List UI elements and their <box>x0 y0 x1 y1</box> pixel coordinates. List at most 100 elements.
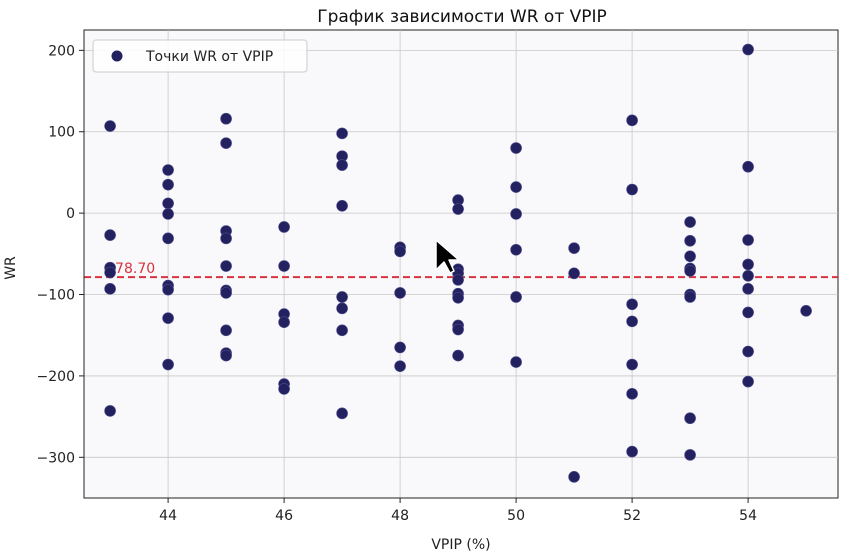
data-point <box>162 208 174 220</box>
data-point <box>220 260 232 272</box>
data-point <box>220 232 232 245</box>
data-point <box>742 43 754 56</box>
legend-marker <box>111 50 123 62</box>
data-point <box>336 291 348 303</box>
y-tick-label: −200 <box>37 369 75 385</box>
data-point <box>452 291 464 304</box>
data-point <box>162 232 174 245</box>
data-point <box>104 405 116 417</box>
data-point <box>568 471 580 483</box>
data-point <box>336 127 348 140</box>
y-tick-label: 100 <box>48 125 75 141</box>
data-point <box>104 120 116 132</box>
data-point <box>510 181 522 193</box>
data-point <box>684 412 696 425</box>
data-point <box>162 283 174 296</box>
data-point <box>626 388 638 400</box>
data-point <box>568 242 580 254</box>
data-point <box>162 178 174 191</box>
data-point <box>626 445 638 458</box>
data-point <box>162 312 174 324</box>
x-tick-label: 50 <box>507 508 525 524</box>
data-point <box>104 229 116 241</box>
data-point <box>684 235 696 247</box>
data-point <box>626 114 638 127</box>
data-point <box>510 291 522 303</box>
data-point <box>452 274 464 286</box>
data-point <box>452 349 464 362</box>
data-points <box>104 43 812 483</box>
y-tick-label: −300 <box>37 450 75 466</box>
data-point <box>510 356 522 368</box>
data-point <box>742 283 754 295</box>
legend: Точки WR от VPIP <box>92 39 308 73</box>
data-point <box>278 221 290 233</box>
x-axis: 44 46 48 50 52 54 <box>84 497 838 524</box>
y-tick-label: 200 <box>48 43 75 59</box>
data-point <box>626 358 638 371</box>
data-point <box>626 315 638 328</box>
data-point <box>742 234 754 246</box>
data-point <box>104 283 116 295</box>
x-tick-label: 46 <box>275 508 293 524</box>
data-point <box>394 360 406 372</box>
y-tick-label: −100 <box>37 288 75 304</box>
data-point <box>336 200 348 212</box>
legend-box <box>92 39 308 73</box>
data-point <box>336 159 348 171</box>
data-point <box>336 302 348 315</box>
mouse-cursor <box>435 239 460 274</box>
data-point <box>742 258 754 271</box>
data-point <box>800 304 812 317</box>
data-point <box>742 345 754 358</box>
data-point <box>742 306 754 319</box>
data-point <box>626 183 638 196</box>
data-point <box>742 270 754 282</box>
legend-label: Точки WR от VPIP <box>145 49 273 65</box>
y-axis-label: WR <box>3 256 19 280</box>
data-point <box>510 208 522 220</box>
data-point <box>104 266 116 279</box>
data-point <box>278 383 290 395</box>
data-point <box>684 449 696 461</box>
data-point <box>394 287 406 299</box>
data-point <box>162 164 174 176</box>
data-point <box>336 407 348 420</box>
x-axis-label: VPIP (%) <box>431 537 490 553</box>
data-point <box>452 203 464 215</box>
data-point <box>452 323 464 336</box>
x-tick-label: 48 <box>391 508 409 524</box>
cursor-arrow-icon <box>435 239 460 274</box>
data-point <box>220 287 232 299</box>
data-point <box>626 298 638 311</box>
data-point <box>278 316 290 328</box>
data-point <box>220 324 232 337</box>
plot-area <box>83 29 839 499</box>
data-point <box>220 112 232 125</box>
data-point <box>220 137 232 149</box>
y-tick-label: 0 <box>66 206 75 222</box>
mean-reference-label: -78.70 <box>110 261 155 277</box>
data-point <box>394 341 406 354</box>
data-point <box>684 216 696 228</box>
data-point <box>568 267 580 280</box>
data-point <box>162 358 174 371</box>
data-point <box>684 265 696 277</box>
data-point <box>742 160 754 173</box>
y-axis: −300 −200 −100 0 100 200 <box>37 30 85 498</box>
data-point <box>510 243 522 256</box>
chart-title: График зависимости WR от VPIP <box>317 7 607 27</box>
data-point <box>278 260 290 272</box>
data-point <box>394 245 406 258</box>
x-tick-label: 54 <box>739 508 757 524</box>
data-point <box>684 250 696 263</box>
data-point <box>742 375 754 388</box>
x-tick-label: 44 <box>159 508 177 524</box>
data-point <box>684 291 696 303</box>
data-point <box>162 197 174 210</box>
data-point <box>510 142 522 154</box>
data-point <box>220 349 232 362</box>
x-tick-label: 52 <box>623 508 641 524</box>
data-point <box>336 324 348 337</box>
